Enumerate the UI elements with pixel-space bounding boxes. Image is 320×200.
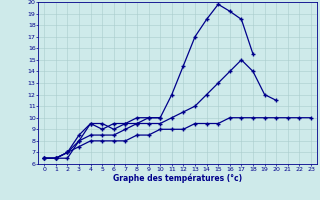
X-axis label: Graphe des températures (°c): Graphe des températures (°c) [113,173,242,183]
